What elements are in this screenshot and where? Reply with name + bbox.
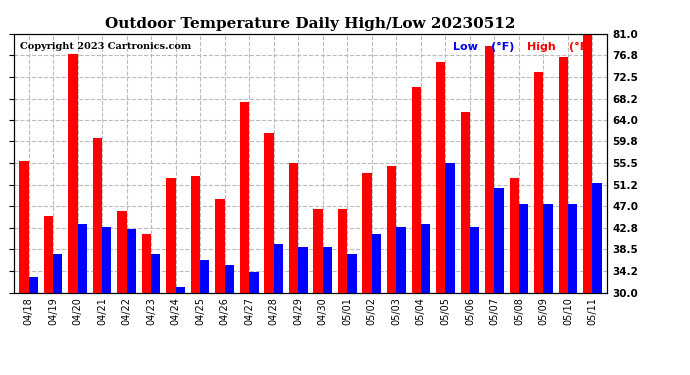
Bar <box>534 72 544 292</box>
Bar <box>460 112 470 292</box>
Text: Low: Low <box>453 42 477 51</box>
Bar <box>92 138 102 292</box>
Bar <box>289 163 298 292</box>
Text: High: High <box>527 42 556 51</box>
Bar <box>264 133 274 292</box>
Bar <box>559 57 568 292</box>
Bar <box>338 209 347 292</box>
Bar <box>568 204 578 292</box>
Bar <box>485 46 495 292</box>
Bar <box>396 226 406 292</box>
Text: (°F): (°F) <box>491 42 515 52</box>
Bar <box>28 277 38 292</box>
Bar <box>117 211 126 292</box>
Bar <box>387 166 396 292</box>
Bar <box>176 287 185 292</box>
Bar <box>53 255 62 292</box>
Text: (°F): (°F) <box>569 42 592 52</box>
Bar <box>495 189 504 292</box>
Bar <box>372 234 381 292</box>
Bar <box>166 178 176 292</box>
Bar <box>191 176 200 292</box>
Bar <box>126 229 136 292</box>
Bar <box>510 178 519 292</box>
Bar <box>77 224 87 292</box>
Bar <box>347 255 357 292</box>
Bar <box>421 224 430 292</box>
Bar <box>583 34 593 292</box>
Bar <box>102 226 111 292</box>
Bar <box>43 216 53 292</box>
Bar <box>544 204 553 292</box>
Bar <box>470 226 479 292</box>
Bar <box>151 255 161 292</box>
Bar <box>215 199 225 292</box>
Text: Copyright 2023 Cartronics.com: Copyright 2023 Cartronics.com <box>20 42 191 51</box>
Bar <box>313 209 323 292</box>
Bar <box>249 272 259 292</box>
Bar <box>240 102 249 292</box>
Bar <box>298 247 308 292</box>
Bar <box>362 173 372 292</box>
Bar <box>436 62 445 292</box>
Bar <box>445 163 455 292</box>
Bar <box>411 87 421 292</box>
Bar <box>19 160 28 292</box>
Bar <box>68 54 77 292</box>
Bar <box>593 183 602 292</box>
Bar <box>519 204 529 292</box>
Title: Outdoor Temperature Daily High/Low 20230512: Outdoor Temperature Daily High/Low 20230… <box>106 17 515 31</box>
Bar <box>323 247 332 292</box>
Bar <box>200 260 210 292</box>
Bar <box>142 234 151 292</box>
Bar <box>274 244 283 292</box>
Bar <box>225 265 234 292</box>
